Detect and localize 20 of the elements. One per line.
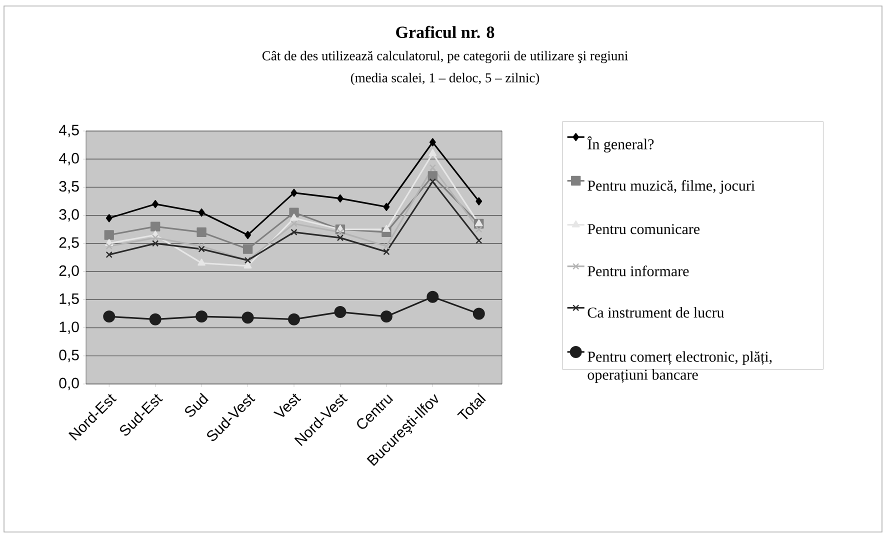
text: (media scalei, 1 – deloc, 5 – zilnic)	[350, 72, 540, 86]
chart-subtitle: Cât de des utilizează calculatorul, pe categorii de utilizare şi regiuni	[262, 50, 628, 64]
y-tick-label: 2,0	[59, 265, 79, 278]
x-tick-label: Sud	[184, 392, 209, 417]
y-tick-label: 3,5	[59, 181, 79, 194]
legend-label: Pentru muzică, filme, jocuri	[588, 180, 755, 194]
chart-title: Graficul nr. 8	[396, 26, 494, 38]
legend-label: În general?	[587, 136, 654, 152]
y-tick-label: 4,0	[58, 152, 79, 166]
y-tick-label: 3,0	[59, 209, 79, 222]
y-tick-label: 0,0	[59, 378, 79, 390]
legend-label: Pentru comerț electronic, plăți, operațiuni bancare	[588, 351, 772, 383]
y-tick-label: 0,5	[59, 350, 79, 362]
legend-label: Ca instrument de lucru	[588, 307, 724, 318]
legend-label: Pentru informare	[588, 266, 689, 276]
y-tick-label: 2,5	[59, 237, 79, 250]
y-tick-label: 4,5	[58, 124, 79, 138]
legend-label: Pentru comunicare	[588, 224, 700, 234]
y-tick-label: 1,0	[60, 322, 79, 334]
y-tick-label: 1,5	[60, 294, 79, 306]
